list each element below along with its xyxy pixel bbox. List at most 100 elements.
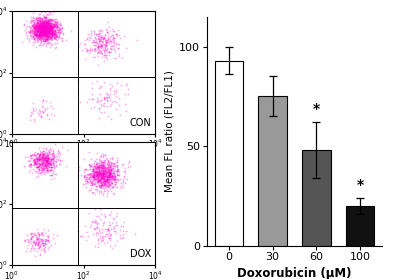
Point bbox=[99, 169, 105, 173]
Point bbox=[107, 182, 113, 186]
Point bbox=[88, 179, 95, 184]
Point bbox=[41, 30, 48, 35]
Point bbox=[88, 182, 95, 187]
Point bbox=[100, 35, 106, 39]
Point bbox=[106, 163, 113, 167]
Point bbox=[102, 163, 108, 168]
Point bbox=[103, 49, 110, 54]
Point bbox=[43, 159, 49, 163]
Point bbox=[24, 35, 31, 40]
Point bbox=[97, 164, 103, 169]
Point bbox=[107, 167, 113, 172]
Point bbox=[45, 22, 52, 27]
Point bbox=[38, 33, 45, 38]
Point bbox=[34, 29, 40, 33]
Point bbox=[47, 158, 53, 162]
Point bbox=[49, 25, 55, 29]
Point bbox=[105, 167, 112, 172]
Point bbox=[39, 165, 45, 170]
Point bbox=[38, 22, 45, 27]
Point bbox=[41, 26, 47, 30]
Point bbox=[48, 162, 55, 167]
Point bbox=[39, 162, 45, 167]
Point bbox=[43, 237, 50, 242]
Point bbox=[96, 217, 103, 221]
Point bbox=[50, 157, 56, 162]
Point bbox=[53, 24, 60, 28]
Point bbox=[48, 30, 55, 34]
Point bbox=[41, 29, 47, 33]
Point bbox=[96, 189, 102, 194]
Point bbox=[30, 163, 37, 167]
Point bbox=[37, 230, 44, 235]
Point bbox=[36, 26, 43, 30]
Point bbox=[47, 35, 54, 40]
Point bbox=[30, 101, 37, 106]
Point bbox=[91, 169, 97, 174]
Point bbox=[93, 172, 100, 176]
Point bbox=[100, 179, 107, 184]
Point bbox=[95, 177, 101, 181]
Point bbox=[23, 19, 29, 23]
Point bbox=[25, 237, 31, 242]
Point bbox=[31, 242, 38, 247]
Point bbox=[44, 166, 50, 170]
Point bbox=[31, 32, 37, 37]
Point bbox=[41, 27, 48, 31]
Point bbox=[37, 28, 43, 32]
Point bbox=[37, 34, 44, 39]
Point bbox=[101, 158, 108, 163]
Point bbox=[101, 165, 108, 169]
Point bbox=[111, 177, 117, 181]
Point bbox=[33, 237, 39, 241]
Point bbox=[95, 170, 101, 174]
Point bbox=[116, 54, 122, 58]
Point bbox=[46, 21, 53, 25]
Point bbox=[45, 23, 52, 27]
Point bbox=[36, 36, 42, 40]
Point bbox=[98, 173, 105, 178]
Point bbox=[39, 22, 45, 26]
Point bbox=[47, 25, 54, 29]
Point bbox=[103, 184, 110, 189]
Point bbox=[27, 18, 34, 22]
Point bbox=[92, 244, 98, 248]
Point bbox=[46, 24, 53, 28]
Point bbox=[89, 92, 96, 97]
Point bbox=[48, 25, 54, 30]
Point bbox=[52, 35, 59, 40]
Point bbox=[48, 147, 54, 151]
Point bbox=[95, 98, 101, 103]
Point bbox=[38, 232, 44, 236]
Point bbox=[110, 162, 117, 167]
Point bbox=[41, 28, 47, 33]
Point bbox=[35, 30, 41, 34]
Point bbox=[43, 15, 49, 20]
Point bbox=[49, 21, 56, 26]
Point bbox=[94, 170, 100, 174]
Point bbox=[37, 24, 43, 28]
Point bbox=[43, 30, 49, 35]
Point bbox=[88, 185, 94, 190]
Point bbox=[32, 25, 38, 30]
Point bbox=[43, 28, 49, 32]
Point bbox=[46, 155, 52, 160]
Point bbox=[49, 161, 56, 166]
Point bbox=[36, 23, 42, 28]
Point bbox=[53, 37, 60, 41]
Point bbox=[34, 162, 41, 167]
Point bbox=[51, 27, 58, 32]
Point bbox=[38, 28, 44, 33]
Point bbox=[127, 164, 133, 169]
Point bbox=[107, 177, 113, 181]
Point bbox=[43, 37, 49, 42]
Point bbox=[98, 168, 104, 173]
Point bbox=[106, 184, 112, 188]
Point bbox=[117, 228, 123, 233]
Point bbox=[104, 177, 110, 181]
Point bbox=[99, 43, 105, 47]
Point bbox=[40, 20, 47, 24]
Point bbox=[38, 19, 45, 23]
Point bbox=[50, 32, 57, 37]
Point bbox=[95, 176, 101, 180]
